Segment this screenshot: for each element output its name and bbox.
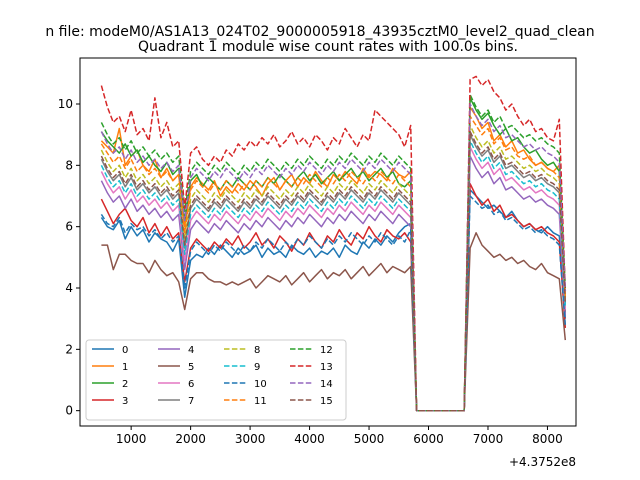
series-line-11 (100, 115, 567, 412)
legend-label: 1 (122, 362, 128, 373)
x-tick-label: 7000 (473, 432, 504, 446)
legend-label: 0 (122, 345, 128, 356)
y-tick-label: 0 (65, 404, 73, 418)
x-tick-label: 3000 (235, 432, 266, 446)
legend-label: 13 (320, 362, 333, 373)
x-tick-label: 4000 (294, 432, 325, 446)
x-tick-label: 8000 (532, 432, 563, 446)
figure-suptitle: n file: modeM0/AS1A13_024T02_9000005918_… (45, 24, 594, 40)
chart-title: Quadrant 1 module wise count rates with … (138, 39, 518, 55)
y-tick-label: 6 (65, 220, 73, 234)
legend-label: 8 (254, 345, 260, 356)
y-tick-label: 10 (58, 97, 73, 111)
legend-label: 6 (188, 379, 194, 390)
series-line-9 (100, 140, 567, 412)
y-tick-label: 4 (65, 281, 73, 295)
legend-label: 11 (254, 396, 267, 407)
x-tick-label: 2000 (175, 432, 206, 446)
legend-label: 4 (188, 345, 194, 356)
legend-label: 9 (254, 362, 260, 373)
legend-label: 14 (320, 379, 333, 390)
x-offset-label: +4.3752e8 (509, 455, 576, 469)
series-layer (100, 75, 567, 412)
series-line-10 (100, 195, 567, 412)
series-line-4 (100, 155, 567, 412)
legend-label: 7 (188, 396, 194, 407)
y-tick-label: 8 (65, 158, 73, 172)
series-line-5 (101, 232, 567, 412)
legend-label: 3 (122, 396, 128, 407)
x-tick-label: 6000 (413, 432, 444, 446)
legend-label: 5 (188, 362, 194, 373)
x-tick-label: 5000 (354, 432, 385, 446)
legend-frame (85, 339, 347, 421)
y-tick-label: 2 (65, 342, 73, 356)
series-line-3 (100, 182, 567, 412)
legend-label: 15 (320, 396, 333, 407)
legend-label: 2 (122, 379, 128, 390)
legend-label: 10 (254, 379, 267, 390)
series-line-13 (100, 75, 567, 412)
x-tick-label: 1000 (116, 432, 147, 446)
series-line-8 (100, 124, 567, 412)
series-line-14 (100, 103, 567, 412)
series-line-15 (100, 130, 567, 412)
plot-area (79, 57, 577, 427)
series-line-12 (100, 94, 567, 412)
series-line-7 (100, 133, 567, 412)
legend-label: 12 (320, 345, 333, 356)
